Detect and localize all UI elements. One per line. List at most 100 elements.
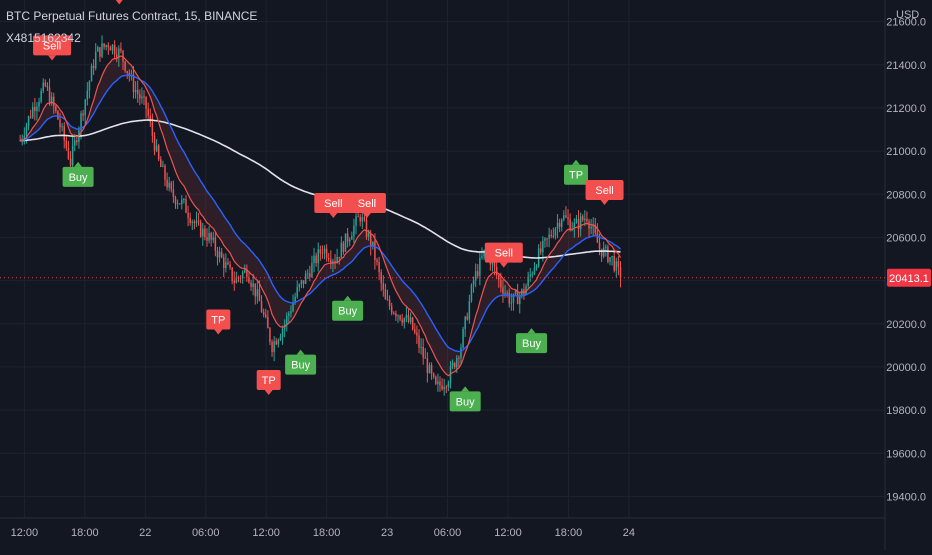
candle-body bbox=[588, 221, 590, 229]
candle-body bbox=[458, 357, 460, 359]
chart-subtitle: X4815162342 bbox=[6, 31, 81, 45]
candle-body bbox=[577, 219, 580, 230]
price-tick-label: 20000.0 bbox=[886, 362, 926, 374]
candle-body bbox=[342, 242, 345, 252]
candle-body bbox=[38, 101, 40, 107]
candle-body bbox=[147, 108, 149, 117]
candle-body bbox=[351, 236, 353, 240]
candle-body bbox=[472, 280, 475, 286]
candle-body bbox=[525, 286, 527, 295]
candle-body bbox=[395, 313, 397, 317]
candle-body bbox=[149, 116, 152, 123]
time-tick-label: 22 bbox=[139, 527, 151, 539]
signal-label: Sell bbox=[358, 198, 376, 210]
signal-sell: Sell bbox=[347, 192, 386, 218]
candle-body bbox=[399, 315, 401, 320]
candle-body bbox=[157, 145, 160, 160]
signal-label: TP bbox=[262, 375, 276, 387]
candle-body bbox=[512, 293, 515, 303]
candle-body bbox=[518, 295, 521, 305]
candles-layer bbox=[19, 35, 622, 396]
signal-pointer bbox=[461, 386, 470, 392]
signal-box bbox=[314, 192, 353, 213]
candle-body bbox=[105, 45, 107, 47]
signal-sell: Sell bbox=[314, 192, 353, 218]
candle-body bbox=[546, 238, 548, 240]
candle-body bbox=[52, 96, 55, 107]
chart-title: BTC Perpetual Futures Contract, 15, BINA… bbox=[6, 9, 258, 23]
candle-body bbox=[44, 82, 47, 86]
candle-body bbox=[451, 362, 454, 367]
candle-body bbox=[380, 272, 382, 284]
signal-label: Sell bbox=[324, 198, 342, 210]
price-tick-label: 20200.0 bbox=[886, 319, 926, 331]
signal-box bbox=[516, 333, 548, 354]
candle-body bbox=[216, 250, 219, 258]
candle-body bbox=[554, 228, 557, 237]
candle-body bbox=[590, 226, 592, 229]
candle-body bbox=[323, 248, 326, 254]
candle-body bbox=[202, 228, 204, 237]
candle-body bbox=[107, 45, 110, 48]
candle-body bbox=[208, 233, 210, 241]
candle-body bbox=[325, 248, 328, 258]
signal-sell: Sell bbox=[484, 242, 523, 268]
candle-body bbox=[69, 158, 72, 166]
candle-body bbox=[533, 268, 536, 274]
candle-body bbox=[445, 386, 448, 388]
candle-body bbox=[40, 90, 42, 102]
candle-body bbox=[277, 339, 280, 345]
candle-body bbox=[237, 277, 240, 279]
signal-box bbox=[285, 354, 317, 375]
candle-body bbox=[397, 315, 399, 317]
candle-body bbox=[279, 336, 282, 340]
candle-body bbox=[565, 215, 567, 218]
candle-body bbox=[466, 316, 469, 320]
candle-body bbox=[416, 332, 418, 336]
candle-body bbox=[535, 266, 538, 269]
candle-body bbox=[42, 82, 44, 91]
candle-body bbox=[122, 50, 124, 62]
candle-body bbox=[558, 222, 561, 227]
candle-body bbox=[552, 236, 555, 238]
candle-body bbox=[185, 198, 187, 213]
candle-body bbox=[447, 383, 450, 388]
candle-body bbox=[57, 111, 59, 120]
candle-body bbox=[166, 179, 168, 188]
candle-body bbox=[361, 217, 364, 222]
candle-body bbox=[193, 221, 196, 224]
signal-pointer bbox=[115, 0, 123, 5]
candle-body bbox=[422, 346, 424, 358]
candle-body bbox=[596, 232, 599, 243]
candle-body bbox=[372, 241, 374, 247]
candle-body bbox=[340, 242, 343, 258]
candle-body bbox=[426, 358, 429, 374]
signal-tp-buy: TP bbox=[564, 159, 589, 185]
signal-pointer bbox=[264, 389, 273, 395]
signal-buy: Buy bbox=[449, 386, 481, 412]
candle-body bbox=[50, 96, 53, 104]
candle-body bbox=[432, 373, 435, 377]
fast-ema-line bbox=[20, 55, 622, 377]
price-tick-label: 19800.0 bbox=[886, 405, 926, 417]
signal-label: Sell bbox=[495, 248, 513, 260]
candle-body bbox=[405, 315, 408, 319]
time-tick-label: 23 bbox=[381, 527, 393, 539]
candle-body bbox=[462, 328, 464, 348]
candle-body bbox=[296, 287, 298, 297]
candle-body bbox=[254, 283, 257, 297]
signal-box bbox=[332, 300, 364, 321]
candle-body bbox=[617, 261, 620, 267]
candle-body bbox=[435, 376, 437, 384]
signal-box bbox=[62, 166, 94, 187]
price-tick-label: 19400.0 bbox=[886, 491, 926, 503]
candle-body bbox=[567, 217, 569, 220]
candle-body bbox=[294, 296, 296, 303]
candle-body bbox=[332, 261, 334, 263]
candle-body bbox=[460, 347, 462, 359]
candle-body bbox=[493, 261, 496, 267]
candle-body bbox=[495, 266, 498, 276]
candle-body bbox=[187, 212, 189, 218]
